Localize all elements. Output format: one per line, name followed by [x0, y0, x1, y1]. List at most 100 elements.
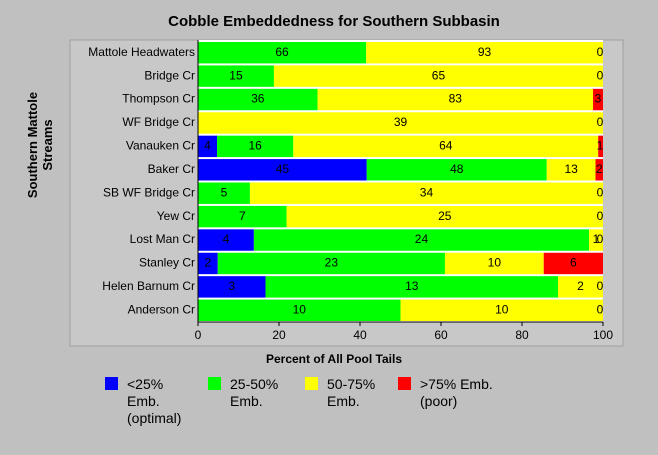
y-axis-title: Southern Mattole Streams — [25, 91, 55, 199]
data-label: 34 — [420, 185, 434, 199]
bar-segment — [198, 252, 218, 275]
bar-segment — [366, 42, 603, 64]
data-label: 10 — [495, 302, 509, 316]
bar-segment — [198, 276, 266, 298]
bar-segment — [595, 159, 603, 181]
bar-segment — [217, 252, 445, 275]
legend-label: >75% Emb.(poor) — [420, 376, 493, 409]
bar-segment — [317, 88, 594, 111]
y-tick-label: Mattole Headwaters — [88, 45, 195, 59]
data-label: 3 — [228, 279, 235, 293]
y-tick-label: Baker Cr — [148, 162, 195, 176]
data-label: 24 — [415, 232, 429, 246]
bar-segment — [198, 299, 401, 321]
bar-segment — [198, 159, 367, 181]
legend-swatch — [398, 377, 411, 390]
bar-segment — [265, 276, 558, 298]
data-label: 1 — [593, 232, 600, 246]
bar-segment — [198, 65, 274, 87]
data-label: 45 — [276, 162, 290, 176]
legend-swatch — [305, 377, 318, 390]
bar-segment — [293, 135, 599, 158]
data-label: 2 — [205, 256, 212, 270]
bar-segment — [249, 182, 603, 204]
bar-segment — [198, 205, 287, 228]
data-label: 39 — [394, 115, 408, 129]
data-label: 1 — [597, 139, 604, 153]
plot-area — [198, 40, 603, 322]
legend-swatch — [105, 377, 118, 390]
bar-segment — [198, 88, 318, 111]
y-tick-label: Vanauken Cr — [126, 139, 195, 153]
legend-swatch — [208, 377, 221, 390]
bar-segment — [444, 252, 544, 275]
x-tick-label: 100 — [593, 328, 613, 342]
bar-segment — [198, 112, 603, 134]
data-label: 2 — [596, 162, 603, 176]
bar-segment — [598, 135, 603, 158]
data-label: 93 — [478, 45, 492, 59]
chart-title: Cobble Embeddedness for Southern Subbasi… — [168, 13, 500, 30]
bar-segment — [400, 299, 603, 321]
data-label: 36 — [251, 92, 265, 106]
data-label: 6 — [570, 256, 577, 270]
y-tick-label: Yew Cr — [157, 209, 195, 223]
data-label: 0 — [597, 302, 604, 316]
data-label: 13 — [564, 162, 578, 176]
x-axis-title: Percent of All Pool Tails — [266, 352, 402, 366]
bar-segment — [198, 135, 218, 158]
y-tick-label: Lost Man Cr — [130, 232, 195, 246]
bar-segment — [198, 182, 250, 204]
data-label: 64 — [439, 139, 453, 153]
data-label: 4 — [204, 139, 211, 153]
data-label: 0 — [597, 232, 604, 246]
data-label: 4 — [223, 232, 230, 246]
data-label: 13 — [405, 279, 419, 293]
bar-segment — [273, 65, 603, 87]
x-tick-label: 80 — [515, 328, 529, 342]
legend-label: 25-50% Emb. — [230, 376, 279, 409]
y-tick-label: Bridge Cr — [144, 68, 195, 82]
y-tick-label: WF Bridge Cr — [122, 115, 195, 129]
data-label: 16 — [248, 139, 262, 153]
data-label: 10 — [293, 302, 307, 316]
data-label: 7 — [239, 209, 246, 223]
x-tick-label: 20 — [272, 328, 286, 342]
data-label: 3 — [595, 92, 602, 106]
data-label: 0 — [597, 279, 604, 293]
data-label: 66 — [275, 45, 289, 59]
bar-segment — [558, 276, 603, 298]
data-label: 0 — [597, 45, 604, 59]
data-label: 15 — [229, 68, 243, 82]
bar-segment — [366, 159, 547, 181]
x-tick-label: 40 — [353, 328, 367, 342]
data-label: 0 — [597, 115, 604, 129]
bar-segment — [253, 229, 590, 251]
legend-label: 50-75% Emb. — [327, 376, 376, 409]
data-label: 10 — [488, 256, 502, 270]
y-tick-label: Thompson Cr — [122, 92, 195, 106]
data-label: 48 — [450, 162, 464, 176]
y-tick-label: SB WF Bridge Cr — [103, 185, 195, 199]
y-tick-label: Stanley Cr — [139, 256, 195, 270]
bar-segment — [543, 252, 603, 275]
bar-segment — [198, 229, 254, 251]
bar-segment — [198, 42, 367, 64]
data-label: 5 — [221, 185, 228, 199]
bar-segment — [217, 135, 294, 158]
data-label: 25 — [438, 209, 452, 223]
x-tick-label: 60 — [434, 328, 448, 342]
data-label: 65 — [432, 68, 446, 82]
data-label: 0 — [597, 68, 604, 82]
y-tick-label: Helen Barnum Cr — [102, 279, 195, 293]
bar-segment — [589, 229, 603, 251]
data-label: 23 — [325, 256, 339, 270]
bar-segment — [286, 205, 603, 228]
data-label: 0 — [597, 209, 604, 223]
bar-segment — [546, 159, 596, 181]
legend-label: <25% Emb. (optimal) — [127, 376, 182, 426]
y-tick-label: Anderson Cr — [128, 302, 195, 316]
data-label: 2 — [577, 279, 584, 293]
